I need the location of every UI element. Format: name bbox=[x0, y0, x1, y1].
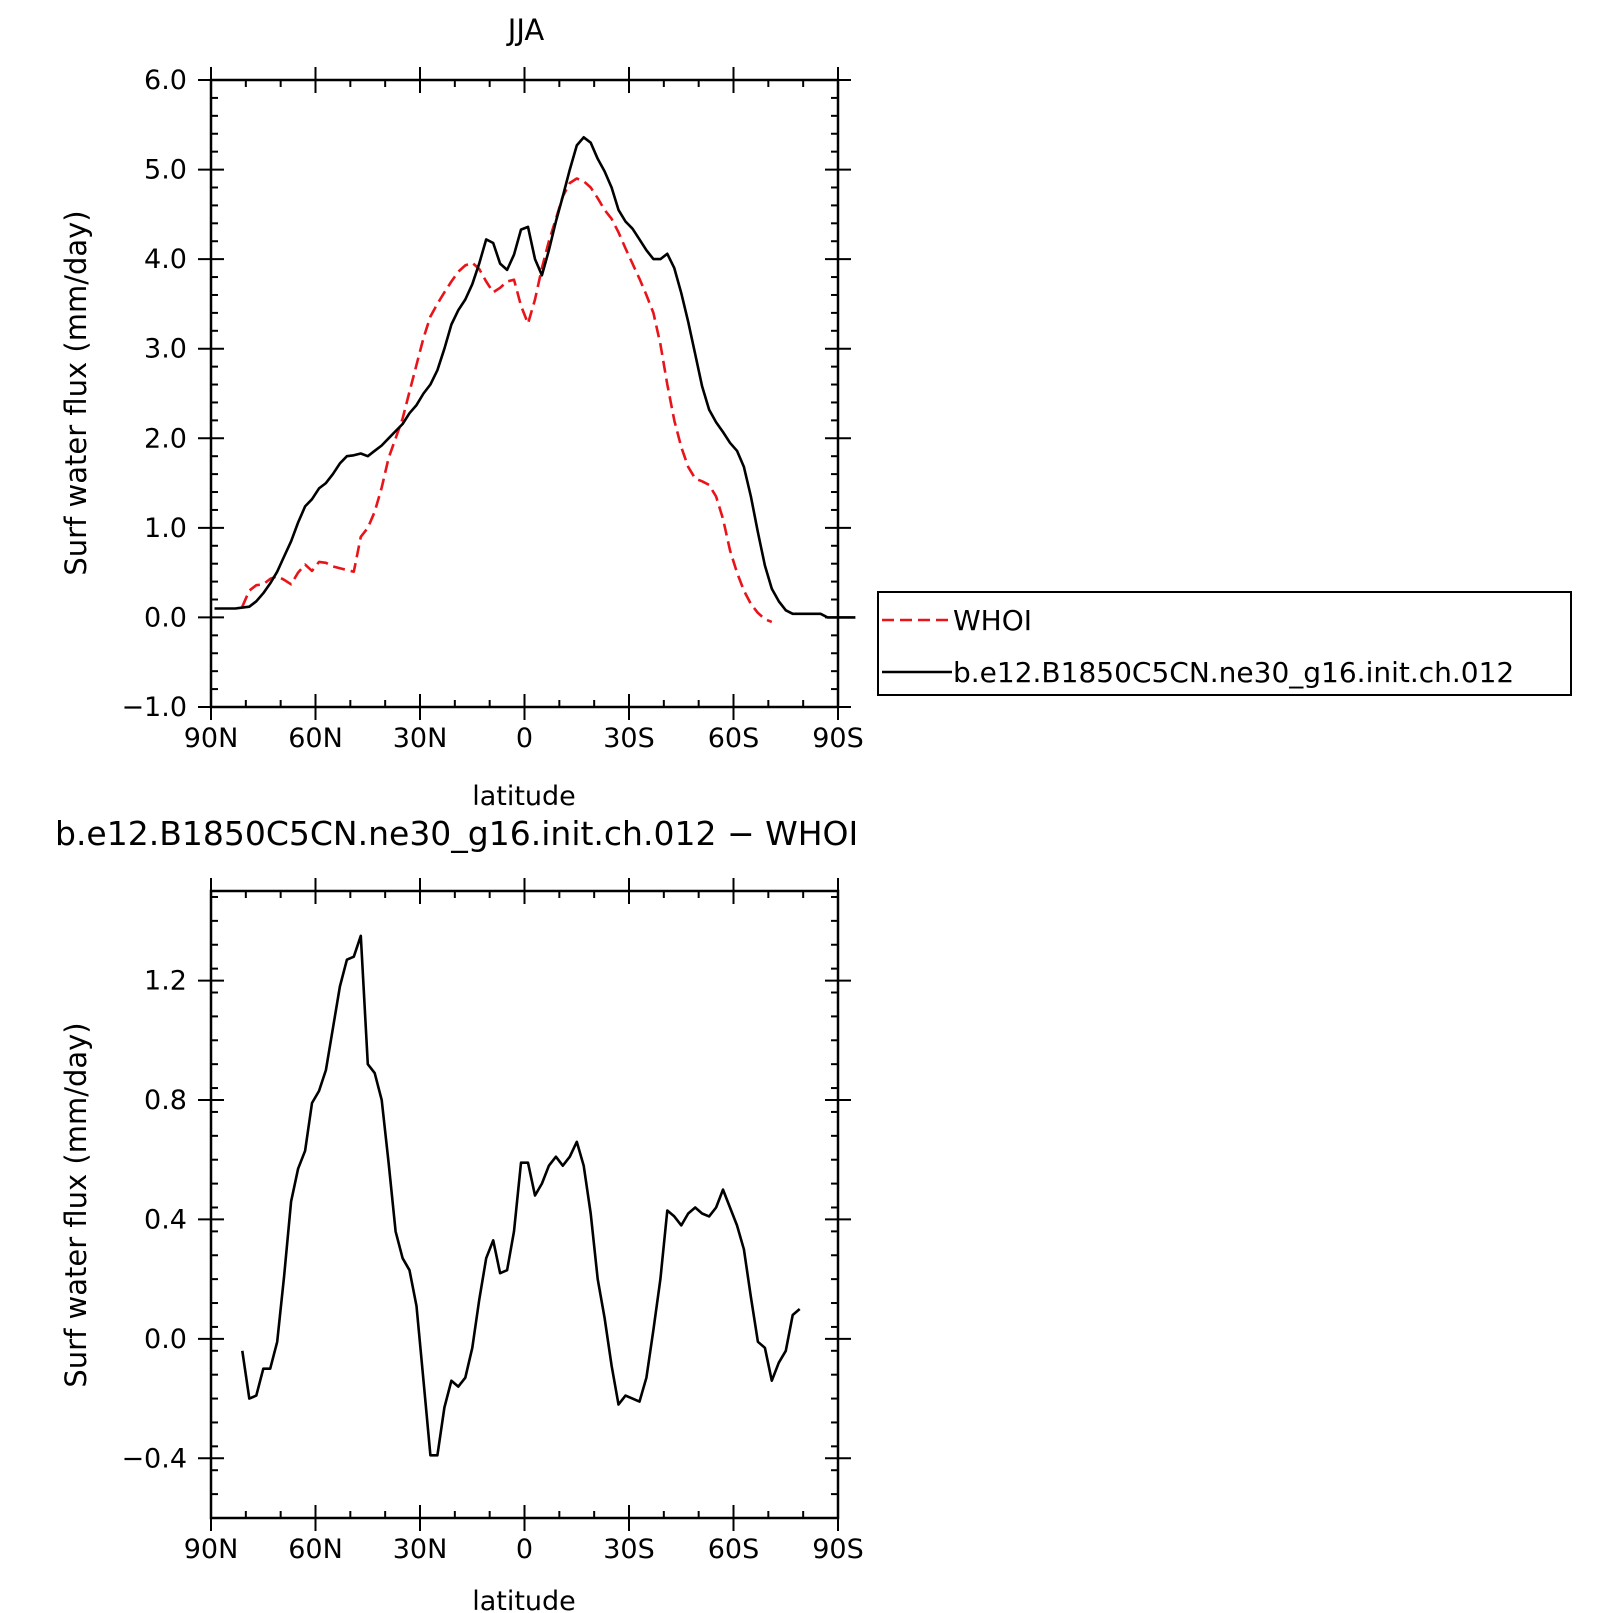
bottom-plot-title: b.e12.B1850C5CN.ne30_g16.init.ch.012 − W… bbox=[55, 814, 858, 853]
top-plot: JJA 90N 60N 30N 0 30S 60S 90S 6.0 5.0 4.0 3.0 2.0 1… bbox=[59, 13, 864, 812]
top-plot-x-axis-label: latitude bbox=[472, 781, 576, 812]
y-tick-label: 0.8 bbox=[144, 1085, 187, 1116]
y-tick-label: 0.0 bbox=[144, 602, 187, 633]
y-tick-label: 2.0 bbox=[144, 423, 187, 454]
bottom-plot: b.e12.B1850C5CN.ne30_g16.init.ch.012 − W… bbox=[55, 814, 864, 1613]
x-tick-label: 60N bbox=[288, 1534, 343, 1565]
y-tick-label: −1.0 bbox=[121, 692, 187, 723]
legend: WHOI b.e12.B1850C5CN.ne30_g16.init.ch.01… bbox=[877, 591, 1572, 696]
bottom-plot-x-tick-labels: 90N 60N 30N 0 30S 60S 90S bbox=[184, 1534, 864, 1565]
y-tick-label: 1.0 bbox=[144, 513, 187, 544]
series-line-0 bbox=[241, 177, 773, 624]
y-tick-label: 5.0 bbox=[144, 155, 187, 186]
x-tick-label: 30S bbox=[603, 1534, 655, 1565]
x-tick-label: 30N bbox=[393, 1534, 448, 1565]
top-plot-y-axis-label: Surf water flux (mm/day) bbox=[59, 210, 93, 575]
y-tick-label: 0.0 bbox=[144, 1324, 187, 1355]
top-plot-x-tick-labels: 90N 60N 30N 0 30S 60S 90S bbox=[184, 723, 864, 754]
bottom-plot-ticks bbox=[198, 878, 851, 1531]
x-tick-label: 30S bbox=[603, 723, 655, 754]
y-tick-label: 1.2 bbox=[144, 966, 187, 997]
top-plot-series bbox=[214, 136, 856, 624]
bottom-plot-frame bbox=[209, 889, 840, 1520]
x-tick-label: 60S bbox=[708, 1534, 760, 1565]
y-tick-label: 6.0 bbox=[144, 65, 187, 96]
y-tick-label: 4.0 bbox=[144, 244, 187, 275]
bottom-plot-series bbox=[241, 934, 801, 1457]
x-tick-label: 60S bbox=[708, 723, 760, 754]
bottom-plot-x-axis-label: latitude bbox=[472, 1586, 576, 1613]
x-tick-label: 90N bbox=[184, 723, 239, 754]
legend-box bbox=[877, 591, 1572, 696]
y-tick-label: 3.0 bbox=[144, 334, 187, 365]
series-line-0 bbox=[241, 934, 801, 1457]
top-plot-y-tick-labels: 6.0 5.0 4.0 3.0 2.0 1.0 0.0 −1.0 bbox=[121, 65, 187, 723]
bottom-plot-y-tick-labels: 1.2 0.8 0.4 0.0 −0.4 bbox=[121, 966, 187, 1475]
top-plot-frame bbox=[209, 78, 840, 709]
x-tick-label: 90N bbox=[184, 1534, 239, 1565]
series-line-1 bbox=[214, 136, 856, 619]
legend-label-model: b.e12.B1850C5CN.ne30_g16.init.ch.012 bbox=[953, 656, 1514, 689]
legend-label-whoi: WHOI bbox=[953, 604, 1032, 637]
top-plot-ticks bbox=[198, 67, 851, 720]
y-tick-label: −0.4 bbox=[121, 1443, 187, 1474]
y-tick-label: 0.4 bbox=[144, 1204, 187, 1235]
top-plot-title: JJA bbox=[506, 13, 545, 47]
bottom-plot-y-axis-label: Surf water flux (mm/day) bbox=[59, 1022, 93, 1387]
x-tick-label: 30N bbox=[393, 723, 448, 754]
x-tick-label: 90S bbox=[812, 1534, 864, 1565]
x-tick-label: 0 bbox=[516, 723, 533, 754]
x-tick-label: 60N bbox=[288, 723, 343, 754]
x-tick-label: 90S bbox=[812, 723, 864, 754]
x-tick-label: 0 bbox=[516, 1534, 533, 1565]
